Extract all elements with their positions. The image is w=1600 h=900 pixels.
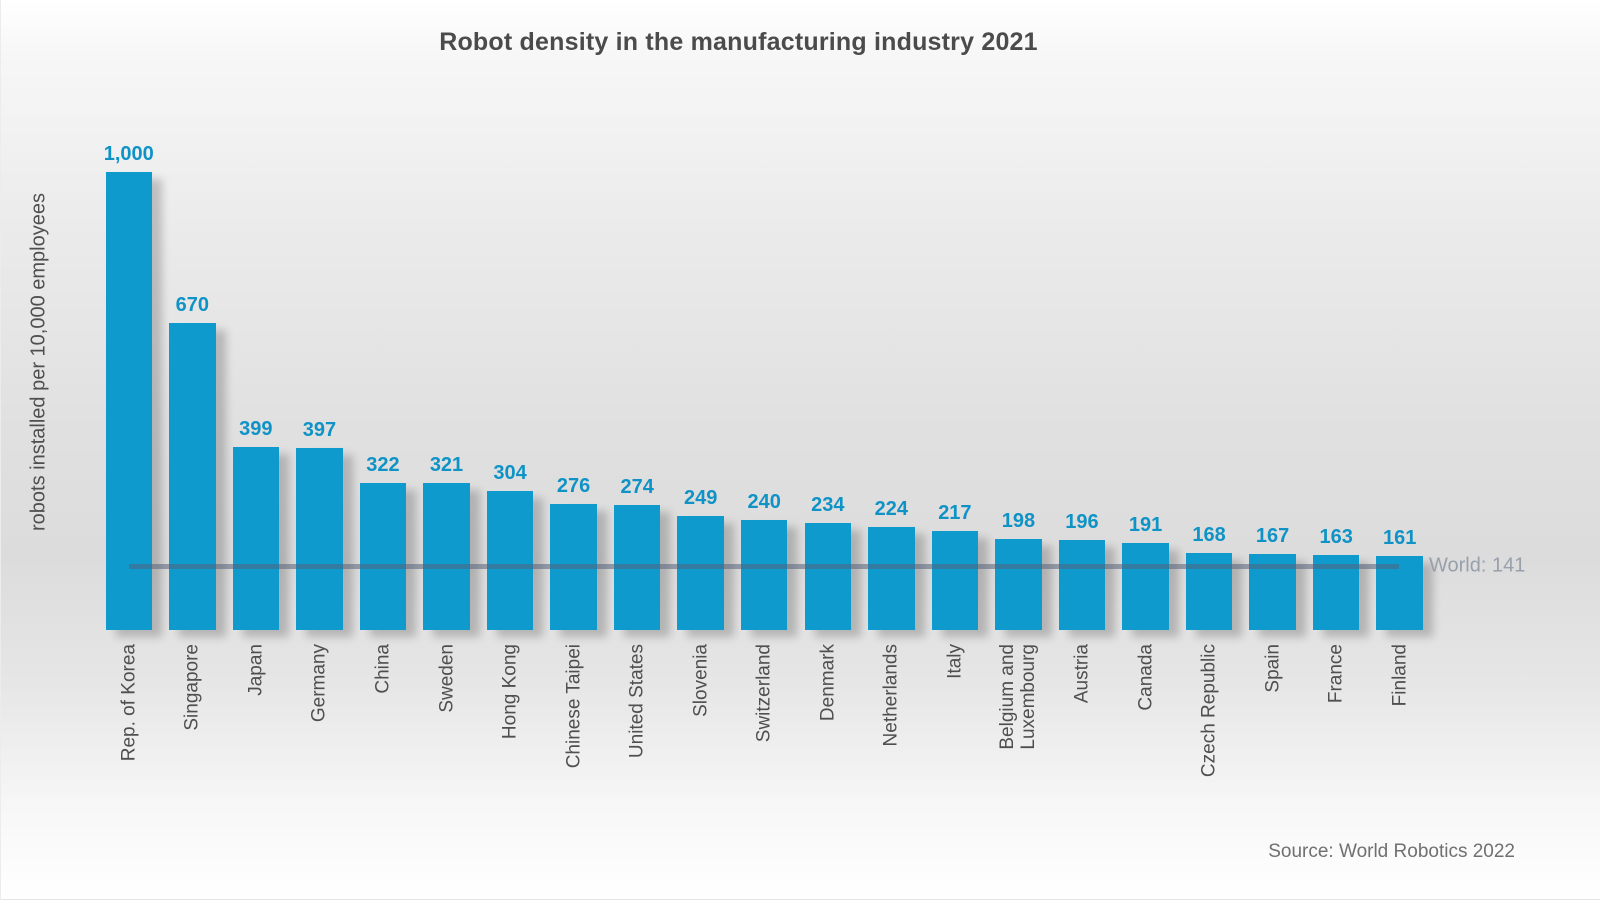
category-label: Slovenia <box>690 644 712 717</box>
bar <box>423 483 470 630</box>
bar <box>677 516 724 630</box>
category-label: Belgium and Luxembourg <box>997 644 1040 750</box>
bar-slot: 163 France <box>1304 526 1368 703</box>
bar-value-label: 196 <box>1065 511 1099 534</box>
bar-slot: 249 Slovenia <box>669 487 733 717</box>
bar-value-label: 397 <box>302 419 337 442</box>
bar-value-label: 249 <box>684 487 718 509</box>
category-label: Rep. of Korea <box>118 644 140 762</box>
bar-value-label: 399 <box>239 418 273 441</box>
bar-value-label: 234 <box>811 493 845 516</box>
bar-slot: 1,000 Rep. of Korea <box>97 143 161 761</box>
category-label: Switzerland <box>753 644 775 743</box>
bar-slot: 168 Czech Republic <box>1177 524 1241 777</box>
bar-value-label: 161 <box>1383 527 1417 550</box>
bar-slot: 167 Spain <box>1241 524 1305 693</box>
category-label: France <box>1325 644 1347 704</box>
bars-row: 1,000 Rep. of Korea 670 Singapore 399 Japan 39… <box>97 143 1432 777</box>
bar <box>232 447 280 630</box>
y-axis-label: robots installed per 10,000 employees <box>27 193 50 531</box>
category-label: Finland <box>1389 644 1411 707</box>
bar <box>1058 540 1106 630</box>
category-label: Hong Kong <box>499 644 521 740</box>
bar-value-label: 276 <box>556 474 591 497</box>
bar-value-label: 217 <box>938 501 972 524</box>
category-label: China <box>372 644 394 694</box>
category-label: Canada <box>1135 644 1157 711</box>
bar-value-label: 167 <box>1255 524 1290 547</box>
source-note: Source: World Robotics 2022 <box>1268 841 1515 862</box>
bar <box>740 520 788 630</box>
bar-slot: 276 Chinese Taipei <box>542 474 606 768</box>
category-label: Chinese Taipei <box>563 644 585 769</box>
category-label: Denmark <box>817 644 839 722</box>
category-label: United States <box>626 644 648 759</box>
category-label: Spain <box>1262 644 1284 693</box>
category-label: Singapore <box>181 644 203 731</box>
bar-value-label: 304 <box>493 461 527 484</box>
bar-slot: 161 Finland <box>1368 527 1432 706</box>
bar-value-label: 198 <box>1001 510 1036 533</box>
bar-slot: 224 Netherlands <box>860 498 924 746</box>
bar-slot: 322 China <box>351 453 415 694</box>
world-reference-label: World: 141 <box>1429 554 1526 577</box>
bar-value-label: 274 <box>620 475 654 498</box>
bar-slot: 397 Germany <box>288 419 352 722</box>
category-label: Japan <box>245 644 267 696</box>
bar-value-label: 191 <box>1128 513 1163 536</box>
bar-slot: 304 Hong Kong <box>478 461 542 739</box>
bar <box>296 448 343 630</box>
category-label: Netherlands <box>880 644 902 747</box>
category-label: Italy <box>944 644 966 679</box>
bar-slot: 670 Singapore <box>161 294 225 731</box>
bar-value-label: 1,000 <box>103 143 154 165</box>
category-label: Germany <box>308 644 330 723</box>
category-label: Austria <box>1071 644 1093 704</box>
bar-value-label: 670 <box>175 294 209 317</box>
bar <box>868 527 915 630</box>
bar-slot: 399 Japan <box>224 418 288 696</box>
bar-slot: 240 Switzerland <box>732 491 796 742</box>
bar-slot: 198 Belgium and Luxembourg <box>987 510 1051 750</box>
bar <box>1122 542 1169 630</box>
bar-value-label: 168 <box>1192 524 1226 547</box>
world-reference-line <box>129 563 1399 569</box>
bar-slot: 217 Italy <box>923 501 987 679</box>
bar-slot: 234 Denmark <box>796 493 860 721</box>
bar-value-label: 321 <box>429 454 464 476</box>
bar <box>804 522 852 630</box>
bar-slot: 274 United States <box>605 475 669 758</box>
bar-value-label: 322 <box>366 453 400 476</box>
bar-slot: 321 Sweden <box>415 454 479 713</box>
chart-title: Robot density in the manufacturing indus… <box>439 28 1038 56</box>
bar-value-label: 163 <box>1319 526 1353 549</box>
bar-slot: 191 Canada <box>1114 513 1178 711</box>
bar <box>486 490 534 630</box>
bar <box>105 172 153 630</box>
bar-value-label: 240 <box>747 491 781 514</box>
bar <box>169 323 216 630</box>
bar <box>359 482 407 630</box>
bar <box>995 539 1042 630</box>
bar <box>931 530 979 630</box>
category-label: Sweden <box>436 644 457 713</box>
category-label: Czech Republic <box>1198 644 1220 778</box>
bar-value-label: 224 <box>874 498 909 521</box>
bar-slot: 196 Austria <box>1050 511 1114 703</box>
